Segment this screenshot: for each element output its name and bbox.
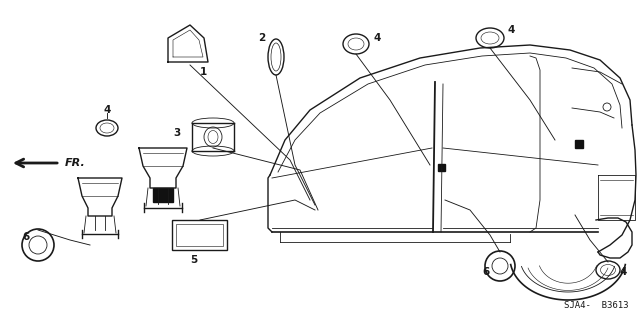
Bar xyxy=(575,140,583,148)
Text: 4: 4 xyxy=(373,33,380,43)
Text: 4: 4 xyxy=(507,25,515,35)
Bar xyxy=(172,220,227,250)
Text: 5: 5 xyxy=(190,255,197,265)
Text: 2: 2 xyxy=(258,33,265,43)
Text: FR.: FR. xyxy=(65,158,86,168)
Text: 4: 4 xyxy=(103,105,110,115)
Text: 1: 1 xyxy=(200,67,207,77)
Text: SJA4-  B3613: SJA4- B3613 xyxy=(563,300,628,309)
Bar xyxy=(153,188,173,202)
Bar xyxy=(438,164,445,171)
Text: 6: 6 xyxy=(22,232,29,242)
Text: 4: 4 xyxy=(620,267,627,277)
Bar xyxy=(176,224,223,246)
Text: 3: 3 xyxy=(173,128,180,138)
Text: 6: 6 xyxy=(482,267,489,277)
